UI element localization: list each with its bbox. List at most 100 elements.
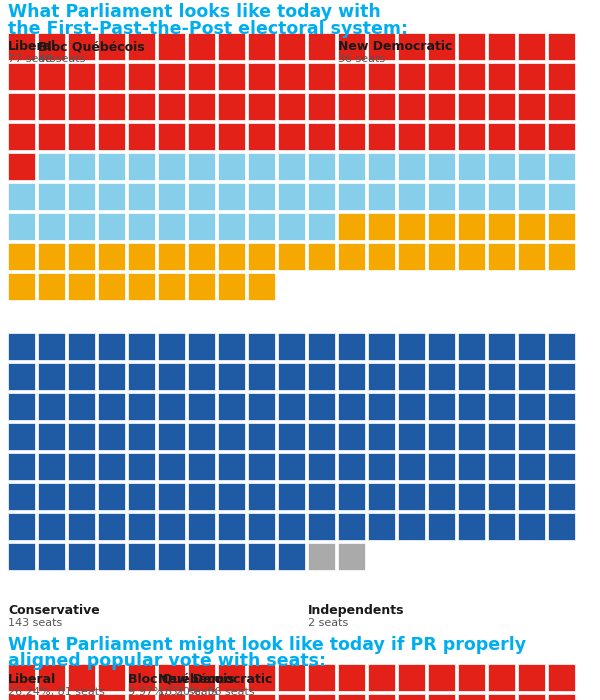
FancyBboxPatch shape	[338, 183, 365, 210]
FancyBboxPatch shape	[8, 513, 35, 540]
FancyBboxPatch shape	[158, 664, 185, 691]
FancyBboxPatch shape	[488, 243, 515, 270]
FancyBboxPatch shape	[278, 183, 305, 210]
FancyBboxPatch shape	[38, 63, 65, 90]
FancyBboxPatch shape	[548, 183, 575, 210]
FancyBboxPatch shape	[8, 243, 35, 270]
Text: Liberal: Liberal	[8, 40, 56, 53]
FancyBboxPatch shape	[278, 664, 305, 691]
FancyBboxPatch shape	[158, 423, 185, 450]
FancyBboxPatch shape	[38, 483, 65, 510]
FancyBboxPatch shape	[428, 393, 455, 420]
FancyBboxPatch shape	[398, 63, 425, 90]
FancyBboxPatch shape	[308, 453, 335, 480]
FancyBboxPatch shape	[368, 333, 395, 360]
FancyBboxPatch shape	[248, 123, 275, 150]
FancyBboxPatch shape	[368, 453, 395, 480]
FancyBboxPatch shape	[458, 93, 485, 120]
FancyBboxPatch shape	[38, 543, 65, 570]
FancyBboxPatch shape	[248, 243, 275, 270]
FancyBboxPatch shape	[128, 213, 155, 240]
FancyBboxPatch shape	[428, 453, 455, 480]
FancyBboxPatch shape	[38, 333, 65, 360]
FancyBboxPatch shape	[218, 543, 245, 570]
FancyBboxPatch shape	[218, 333, 245, 360]
FancyBboxPatch shape	[458, 363, 485, 390]
FancyBboxPatch shape	[338, 123, 365, 150]
FancyBboxPatch shape	[428, 664, 455, 691]
FancyBboxPatch shape	[368, 63, 395, 90]
FancyBboxPatch shape	[38, 123, 65, 150]
FancyBboxPatch shape	[308, 694, 335, 700]
FancyBboxPatch shape	[98, 213, 125, 240]
FancyBboxPatch shape	[458, 63, 485, 90]
FancyBboxPatch shape	[428, 213, 455, 240]
FancyBboxPatch shape	[398, 93, 425, 120]
FancyBboxPatch shape	[188, 483, 215, 510]
FancyBboxPatch shape	[38, 183, 65, 210]
FancyBboxPatch shape	[8, 333, 35, 360]
FancyBboxPatch shape	[248, 273, 275, 300]
FancyBboxPatch shape	[188, 93, 215, 120]
FancyBboxPatch shape	[128, 243, 155, 270]
FancyBboxPatch shape	[8, 393, 35, 420]
FancyBboxPatch shape	[68, 423, 95, 450]
FancyBboxPatch shape	[428, 483, 455, 510]
FancyBboxPatch shape	[8, 423, 35, 450]
FancyBboxPatch shape	[218, 243, 245, 270]
FancyBboxPatch shape	[248, 423, 275, 450]
FancyBboxPatch shape	[248, 33, 275, 60]
FancyBboxPatch shape	[98, 33, 125, 60]
FancyBboxPatch shape	[68, 393, 95, 420]
FancyBboxPatch shape	[428, 513, 455, 540]
FancyBboxPatch shape	[548, 393, 575, 420]
FancyBboxPatch shape	[548, 664, 575, 691]
FancyBboxPatch shape	[428, 63, 455, 90]
FancyBboxPatch shape	[278, 393, 305, 420]
FancyBboxPatch shape	[548, 483, 575, 510]
FancyBboxPatch shape	[68, 183, 95, 210]
FancyBboxPatch shape	[98, 483, 125, 510]
FancyBboxPatch shape	[278, 63, 305, 90]
Text: 26.24%, 81 seats: 26.24%, 81 seats	[8, 687, 105, 697]
FancyBboxPatch shape	[338, 393, 365, 420]
FancyBboxPatch shape	[398, 453, 425, 480]
Text: 2 seats: 2 seats	[308, 618, 348, 628]
FancyBboxPatch shape	[488, 33, 515, 60]
FancyBboxPatch shape	[188, 33, 215, 60]
Text: 48 seats: 48 seats	[38, 54, 85, 64]
FancyBboxPatch shape	[248, 483, 275, 510]
FancyBboxPatch shape	[218, 453, 245, 480]
FancyBboxPatch shape	[398, 393, 425, 420]
FancyBboxPatch shape	[548, 93, 575, 120]
FancyBboxPatch shape	[518, 243, 545, 270]
FancyBboxPatch shape	[548, 123, 575, 150]
FancyBboxPatch shape	[248, 63, 275, 90]
FancyBboxPatch shape	[188, 183, 215, 210]
FancyBboxPatch shape	[188, 543, 215, 570]
FancyBboxPatch shape	[398, 423, 425, 450]
FancyBboxPatch shape	[98, 333, 125, 360]
FancyBboxPatch shape	[188, 243, 215, 270]
FancyBboxPatch shape	[338, 63, 365, 90]
FancyBboxPatch shape	[368, 93, 395, 120]
FancyBboxPatch shape	[308, 213, 335, 240]
FancyBboxPatch shape	[38, 453, 65, 480]
FancyBboxPatch shape	[38, 363, 65, 390]
FancyBboxPatch shape	[398, 153, 425, 180]
FancyBboxPatch shape	[518, 93, 545, 120]
FancyBboxPatch shape	[158, 363, 185, 390]
FancyBboxPatch shape	[248, 153, 275, 180]
FancyBboxPatch shape	[488, 453, 515, 480]
FancyBboxPatch shape	[368, 213, 395, 240]
FancyBboxPatch shape	[68, 243, 95, 270]
FancyBboxPatch shape	[158, 393, 185, 420]
Text: New Democratic: New Democratic	[158, 673, 272, 686]
FancyBboxPatch shape	[188, 123, 215, 150]
FancyBboxPatch shape	[128, 513, 155, 540]
FancyBboxPatch shape	[518, 213, 545, 240]
FancyBboxPatch shape	[98, 363, 125, 390]
FancyBboxPatch shape	[68, 33, 95, 60]
FancyBboxPatch shape	[548, 333, 575, 360]
FancyBboxPatch shape	[458, 153, 485, 180]
